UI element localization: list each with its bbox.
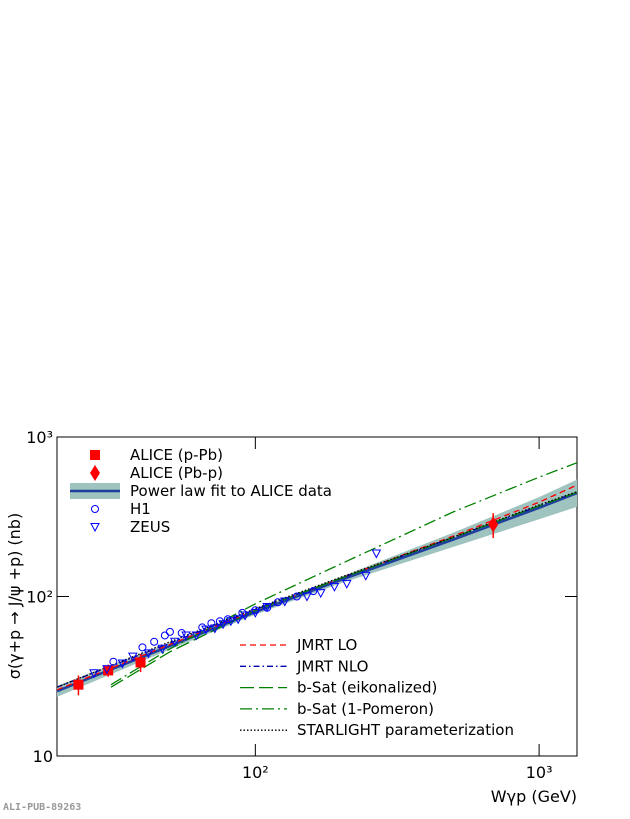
triangle-marker	[240, 611, 250, 621]
series-line	[110, 462, 577, 686]
circle-marker	[160, 631, 169, 640]
square-marker	[90, 450, 100, 460]
circle-marker	[91, 505, 99, 513]
triangle-marker	[218, 620, 228, 630]
circle-marker	[177, 629, 186, 638]
triangle-marker	[329, 582, 340, 592]
triangle-marker	[250, 608, 261, 618]
diamond-marker	[488, 516, 499, 533]
y-tick-label: 10²	[26, 588, 53, 607]
triangle-marker	[233, 615, 244, 625]
triangle-marker	[169, 637, 180, 647]
triangle-marker	[302, 592, 312, 602]
triangle-marker	[143, 649, 154, 659]
circle-marker	[309, 587, 318, 596]
triangle-marker	[360, 571, 371, 581]
square-marker	[135, 657, 146, 668]
legend-label: ALICE (p-Pb)	[130, 446, 223, 464]
y-tick-label: 10³	[26, 428, 53, 447]
plot	[57, 462, 577, 697]
x-tick-label: 10³	[526, 763, 553, 782]
triangle-marker	[371, 549, 382, 559]
y-axis-label: σ(γ+p → J/ψ +p) (nb)	[5, 513, 24, 679]
legend-label: H1	[130, 500, 151, 518]
triangle-marker	[226, 617, 236, 627]
triangle-marker	[191, 631, 202, 641]
triangle-marker	[210, 624, 220, 634]
legend-label: b-Sat (eikonalized)	[297, 679, 437, 697]
triangle-marker	[201, 625, 211, 635]
circle-marker	[109, 657, 118, 666]
triangle-marker	[90, 523, 100, 533]
legend-label: STARLIGHT parameterization	[297, 721, 514, 739]
x-axis-label: Wγp (GeV)	[491, 787, 577, 806]
triangle-marker	[315, 589, 326, 599]
triangle-marker	[127, 652, 138, 662]
triangle-marker	[157, 644, 168, 654]
diamond-marker	[90, 465, 100, 481]
triangle-marker	[102, 665, 112, 675]
footnote: ALI-PUB-89263	[3, 802, 81, 813]
legend-label: Power law fit to ALICE data	[130, 482, 332, 500]
circle-marker	[198, 623, 207, 632]
circle-marker	[150, 637, 159, 646]
circle-marker	[223, 615, 232, 624]
triangle-marker	[262, 602, 272, 613]
x-tick-label: 10²	[242, 763, 269, 782]
triangle-marker	[181, 631, 191, 641]
circle-marker	[165, 627, 174, 636]
square-marker	[73, 679, 84, 690]
y-tick-label: 10	[33, 747, 53, 766]
legend-label: ALICE (Pb-p)	[130, 464, 223, 482]
series-line	[57, 490, 577, 688]
triangle-marker	[117, 659, 128, 669]
triangle-marker	[89, 669, 99, 679]
series-line	[57, 491, 577, 693]
legend-label: JMRT LO	[296, 636, 357, 654]
series-line	[110, 491, 577, 688]
circle-marker	[273, 598, 282, 607]
legend-label: JMRT NLO	[296, 657, 368, 675]
triangle-marker	[279, 597, 290, 607]
triangle-marker	[341, 579, 352, 589]
circle-marker	[138, 643, 147, 652]
legend-label: ZEUS	[130, 518, 170, 536]
legend-label: b-Sat (1-Pomeron)	[297, 700, 434, 718]
circle-marker	[292, 592, 301, 601]
